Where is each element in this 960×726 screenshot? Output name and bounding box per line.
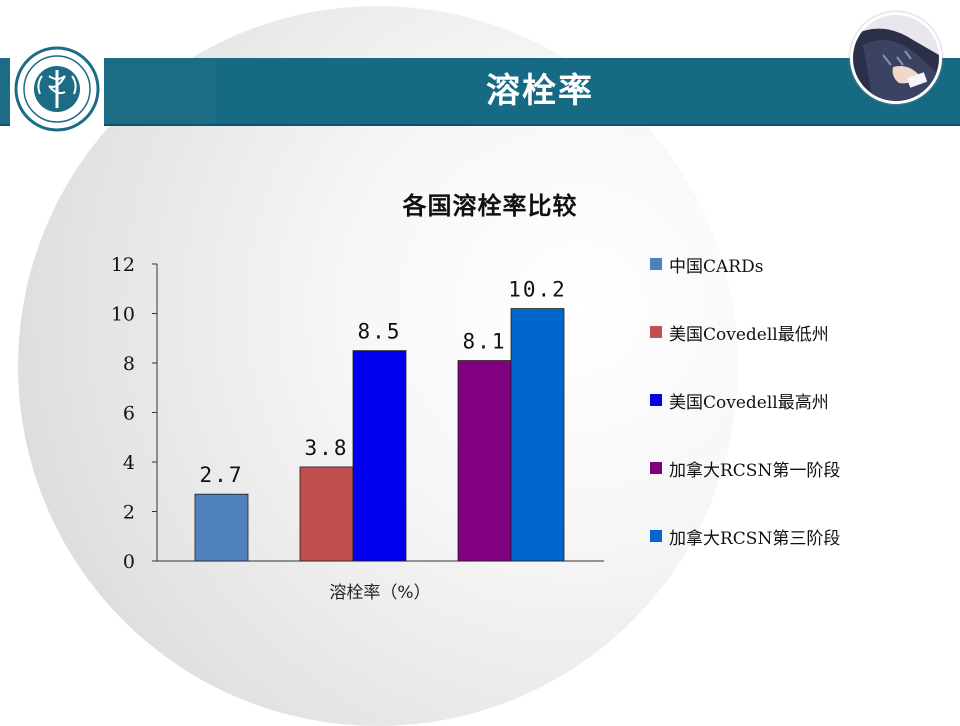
bar [457, 360, 512, 562]
y-tick-label: 12 [111, 254, 135, 276]
y-tick-label: 6 [123, 403, 135, 425]
legend-swatch [650, 394, 662, 406]
x-axis-label: 溶栓率（%） [329, 583, 430, 603]
legend-swatch [650, 258, 662, 270]
legend-item: 美国Covedell最高州 [650, 388, 829, 413]
y-tick-label: 8 [123, 353, 135, 375]
bar [510, 308, 565, 562]
header-divider [0, 124, 960, 126]
person-photo [850, 12, 942, 104]
data-label: 8.1 [463, 330, 507, 354]
legend-label: 美国Covedell最低州 [669, 324, 829, 345]
y-tick-label: 0 [123, 551, 135, 573]
legend-item: 加拿大RCSN第一阶段 [650, 456, 841, 481]
header-band [215, 58, 960, 125]
hospital-emblem-icon [14, 46, 100, 132]
legend-label: 中国CARDs [669, 256, 764, 277]
y-tick-label: 4 [123, 452, 135, 474]
data-label: 8.5 [358, 320, 402, 344]
legend-swatch [650, 530, 662, 542]
legend-swatch [650, 326, 662, 338]
bar [194, 493, 249, 562]
legend-label: 加拿大RCSN第三阶段 [669, 528, 841, 549]
bar [352, 350, 407, 562]
data-label: 2.7 [200, 463, 244, 487]
chart-title: 各国溶栓率比较 [402, 192, 578, 220]
y-tick-label: 10 [111, 304, 135, 326]
data-label: 3.8 [305, 436, 349, 460]
data-label: 10.2 [508, 278, 567, 302]
legend-item: 美国Covedell最低州 [650, 320, 829, 345]
legend-label: 加拿大RCSN第一阶段 [669, 460, 841, 481]
slide-title: 溶栓率 [486, 71, 594, 111]
legend-item: 中国CARDs [650, 252, 764, 277]
legend-label: 美国Covedell最高州 [669, 392, 829, 413]
legend-item: 加拿大RCSN第三阶段 [650, 524, 841, 549]
legend-swatch [650, 462, 662, 474]
bar [299, 466, 354, 562]
y-tick-label: 2 [123, 502, 135, 524]
